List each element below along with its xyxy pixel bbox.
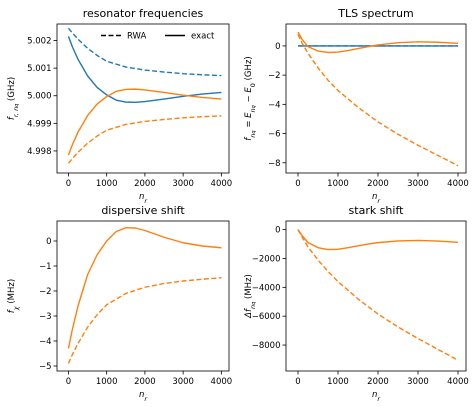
x-tick-label: 4000 — [447, 179, 469, 189]
y-tick-label: 0 — [46, 237, 51, 247]
x-tick-label: 1000 — [96, 377, 118, 387]
y-tick-label: −8 — [268, 159, 281, 169]
chart-title: resonator frequencies — [83, 7, 204, 20]
panel-stark-shift: stark shift 0 1000 2000 3000 4000 −8000 −6000 −4… — [244, 204, 469, 403]
plot-frame — [56, 220, 230, 372]
x-tick-label: 0 — [295, 377, 300, 387]
chart-title: TLS spectrum — [337, 7, 413, 20]
x-tick-label: 0 — [66, 377, 71, 387]
y-tick-label: 4.999 — [27, 119, 51, 129]
y-tick-label: 5.001 — [27, 64, 51, 74]
y-tick-label: 0 — [275, 42, 280, 52]
y-tick-label: −4000 — [252, 283, 281, 293]
x-tick-label: 1000 — [327, 377, 349, 387]
y-tick-label: −8000 — [252, 341, 281, 351]
y-tick-label: −4 — [268, 100, 281, 110]
plot-frame — [56, 23, 230, 174]
y-tick-label: −6000 — [252, 312, 281, 322]
y-tick-label: −1 — [39, 262, 52, 272]
series-line-orange-dashed — [297, 33, 459, 167]
y-tick-label: 4.998 — [27, 147, 51, 157]
y-tick-label: −2 — [268, 71, 281, 81]
chart-title: dispersive shift — [101, 204, 185, 217]
legend-label: RWA — [127, 32, 147, 42]
x-tick-label: 3000 — [407, 179, 429, 189]
x-axis-label: nr — [139, 192, 148, 205]
panel-dispersive-shift: dispersive shift 0 1000 2000 3000 4000 −5 −4 −3 −… — [7, 204, 232, 403]
x-tick-label: 2000 — [134, 179, 156, 189]
x-axis-label: nr — [139, 390, 148, 403]
y-tick-label: 5.000 — [27, 92, 51, 102]
x-tick-label: 1000 — [327, 179, 349, 189]
series-line-orange-solid — [67, 88, 222, 156]
y-axis-label: Δfnq (MHz) — [244, 274, 257, 319]
legend-label: exact — [191, 32, 215, 42]
x-tick-label: 4000 — [211, 179, 233, 189]
series-line-orange-solid — [297, 229, 459, 251]
plot-frame — [285, 23, 467, 174]
series-line-orange-dashed — [297, 229, 459, 361]
x-tick-label: 0 — [295, 179, 300, 189]
x-tick-label: 2000 — [367, 179, 389, 189]
y-axis-label: fr, nq (GHz) — [7, 77, 20, 120]
chart-title: stark shift — [349, 204, 405, 217]
y-tick-label: 5.002 — [27, 37, 51, 47]
y-tick-label: 0 — [275, 226, 280, 236]
y-tick-label: −2 — [39, 287, 52, 297]
series-line-orange-solid — [67, 227, 222, 349]
y-tick-label: −2000 — [252, 255, 281, 265]
series-line-orange-dashed — [67, 277, 222, 364]
y-axis-label: fnq = Enq − E0 (GHz) — [244, 56, 257, 140]
x-tick-label: 4000 — [211, 377, 233, 387]
x-tick-label: 3000 — [172, 179, 194, 189]
series-line-blue-solid — [67, 36, 222, 104]
x-tick-label: 4000 — [447, 377, 469, 387]
plot-frame — [285, 220, 467, 372]
y-tick-label: −6 — [268, 130, 281, 140]
series-line-orange-dashed — [67, 115, 222, 164]
y-tick-label: −3 — [39, 312, 52, 322]
series-line-blue-dashed — [67, 27, 222, 77]
panel-tls-spectrum: TLS spectrum 0 1000 2000 3000 4000 −8 −6 −4 −2 0 nr… — [244, 7, 469, 205]
y-tick-label: −4 — [39, 337, 52, 347]
x-tick-label: 0 — [66, 179, 71, 189]
series-line-orange-solid — [297, 31, 459, 54]
x-axis-label: nr — [372, 192, 381, 205]
panel-resonator-frequencies: resonator frequencies 0 1000 2000 3000 4000 4.… — [7, 7, 232, 205]
y-tick-label: −5 — [39, 362, 52, 372]
x-tick-label: 3000 — [407, 377, 429, 387]
x-tick-label: 2000 — [134, 377, 156, 387]
y-axis-label: fχ (MHz) — [7, 279, 20, 313]
x-tick-label: 3000 — [172, 377, 194, 387]
x-tick-label: 2000 — [367, 377, 389, 387]
x-tick-label: 1000 — [96, 179, 118, 189]
x-axis-label: nr — [372, 390, 381, 403]
